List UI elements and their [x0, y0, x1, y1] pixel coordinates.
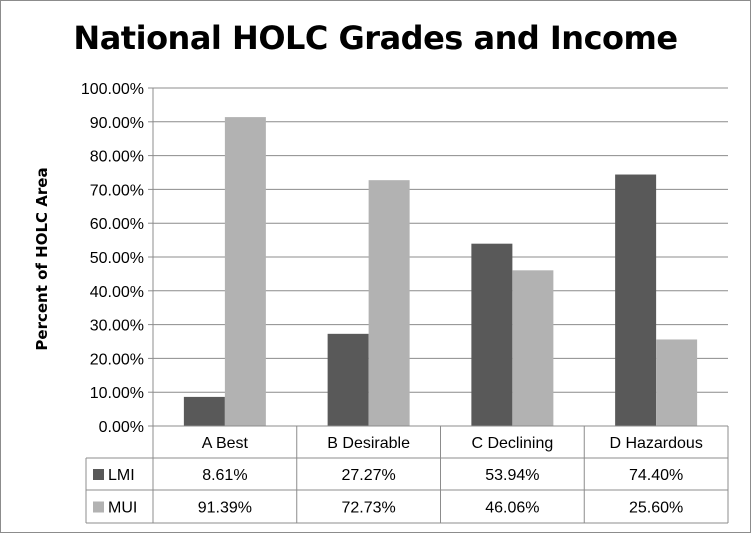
bar-mui — [512, 270, 554, 426]
x-tick-label: D Hazardous — [609, 435, 702, 452]
data-label-mui: 25.60% — [629, 500, 683, 517]
y-tick-label: 20.00% — [90, 351, 144, 368]
data-label-mui: 46.06% — [485, 500, 539, 517]
data-label-lmi: 53.94% — [485, 467, 539, 484]
chart-title: National HOLC Grades and Income — [73, 19, 678, 57]
y-tick-label: 100.00% — [81, 81, 144, 98]
bar-lmi — [183, 396, 225, 426]
bar-mui — [224, 117, 266, 426]
legend-label-mui: MUI — [108, 500, 137, 517]
x-tick-label: B Desirable — [327, 435, 410, 452]
y-tick-label: 90.00% — [90, 115, 144, 132]
legend-key-mui — [93, 501, 104, 513]
data-label-lmi: 27.27% — [341, 467, 395, 484]
data-label-lmi: 74.40% — [629, 467, 683, 484]
y-tick-label: 40.00% — [90, 284, 144, 301]
y-tick-label: 80.00% — [90, 149, 144, 166]
y-tick-label: 70.00% — [90, 182, 144, 199]
y-tick-label: 10.00% — [90, 385, 144, 402]
y-tick-labels: 0.00% 10.00% 20.00% 30.00% 40.00% 50.00% 60.00… — [81, 81, 144, 436]
y-tick-label: 0.00% — [99, 419, 144, 436]
data-table: A Best B Desirable C Declining D Hazardous L… — [85, 426, 729, 524]
data-label-mui: 91.39% — [198, 500, 252, 517]
data-label-mui: 72.73% — [341, 500, 395, 517]
y-tick-label: 50.00% — [90, 250, 144, 267]
y-tick-label: 60.00% — [90, 216, 144, 233]
bar-mui — [368, 180, 410, 426]
bar-mui — [656, 339, 698, 426]
bar-lmi — [615, 174, 657, 426]
x-tick-label: C Declining — [471, 435, 553, 452]
x-tick-label: A Best — [202, 435, 249, 452]
bars — [183, 117, 698, 426]
data-label-lmi: 8.61% — [202, 467, 247, 484]
legend-label-lmi: LMI — [108, 467, 135, 484]
bar-lmi — [327, 333, 369, 426]
bar-lmi — [471, 243, 513, 426]
y-tick-label: 30.00% — [90, 318, 144, 335]
legend-key-lmi — [93, 469, 104, 480]
